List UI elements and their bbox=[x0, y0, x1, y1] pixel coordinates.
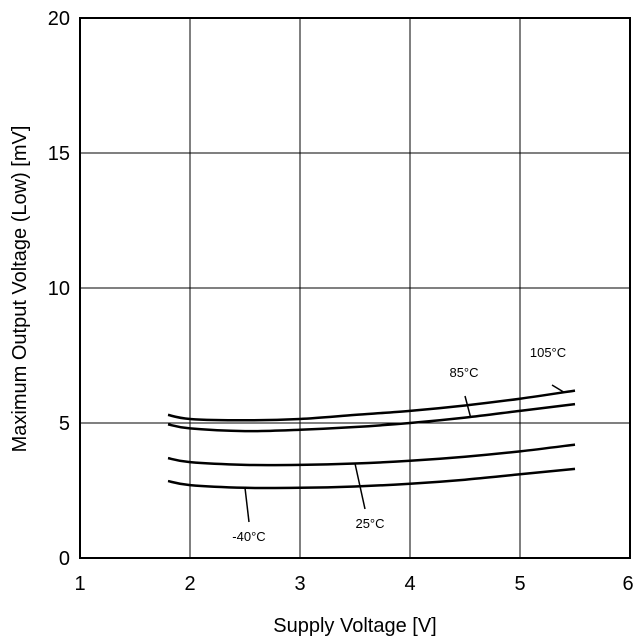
y-tick-label: 20 bbox=[48, 8, 70, 30]
series-line bbox=[167, 402, 576, 433]
series-label: 25°C bbox=[355, 516, 384, 531]
x-axis-label: Supply Voltage [V] bbox=[273, 615, 436, 637]
y-tick-label: 10 bbox=[48, 278, 70, 300]
x-tick-label: 6 bbox=[622, 573, 633, 595]
leader-line bbox=[244, 487, 250, 523]
x-tick-label: 3 bbox=[294, 573, 305, 595]
x-tick-label: 2 bbox=[184, 573, 195, 595]
series-line bbox=[167, 443, 576, 467]
y-axis-label: Maximum Output Voltage (Low) [mV] bbox=[9, 126, 31, 453]
plot-frame bbox=[79, 17, 631, 559]
series-label: -40°C bbox=[232, 529, 265, 544]
series-line bbox=[167, 467, 576, 490]
leader-line bbox=[551, 384, 565, 393]
y-tick-label: 0 bbox=[59, 548, 70, 570]
leader-line bbox=[354, 463, 366, 510]
series-line bbox=[167, 389, 576, 422]
y-tick-label: 5 bbox=[59, 413, 70, 435]
grid-lines bbox=[80, 18, 630, 558]
series-labels: 105°C 85°C 25°C -40°C bbox=[232, 345, 566, 544]
x-tick-label: 5 bbox=[514, 573, 525, 595]
series-label: 85°C bbox=[449, 365, 478, 380]
series-label: 105°C bbox=[530, 345, 566, 360]
x-tick-label: 1 bbox=[74, 573, 85, 595]
series-lines bbox=[167, 389, 576, 490]
y-tick-label: 15 bbox=[48, 143, 70, 165]
x-tick-label: 4 bbox=[404, 573, 415, 595]
tick-labels: 1 2 3 4 5 6 0 5 10 15 20 bbox=[48, 8, 634, 595]
leader-line bbox=[464, 395, 472, 418]
